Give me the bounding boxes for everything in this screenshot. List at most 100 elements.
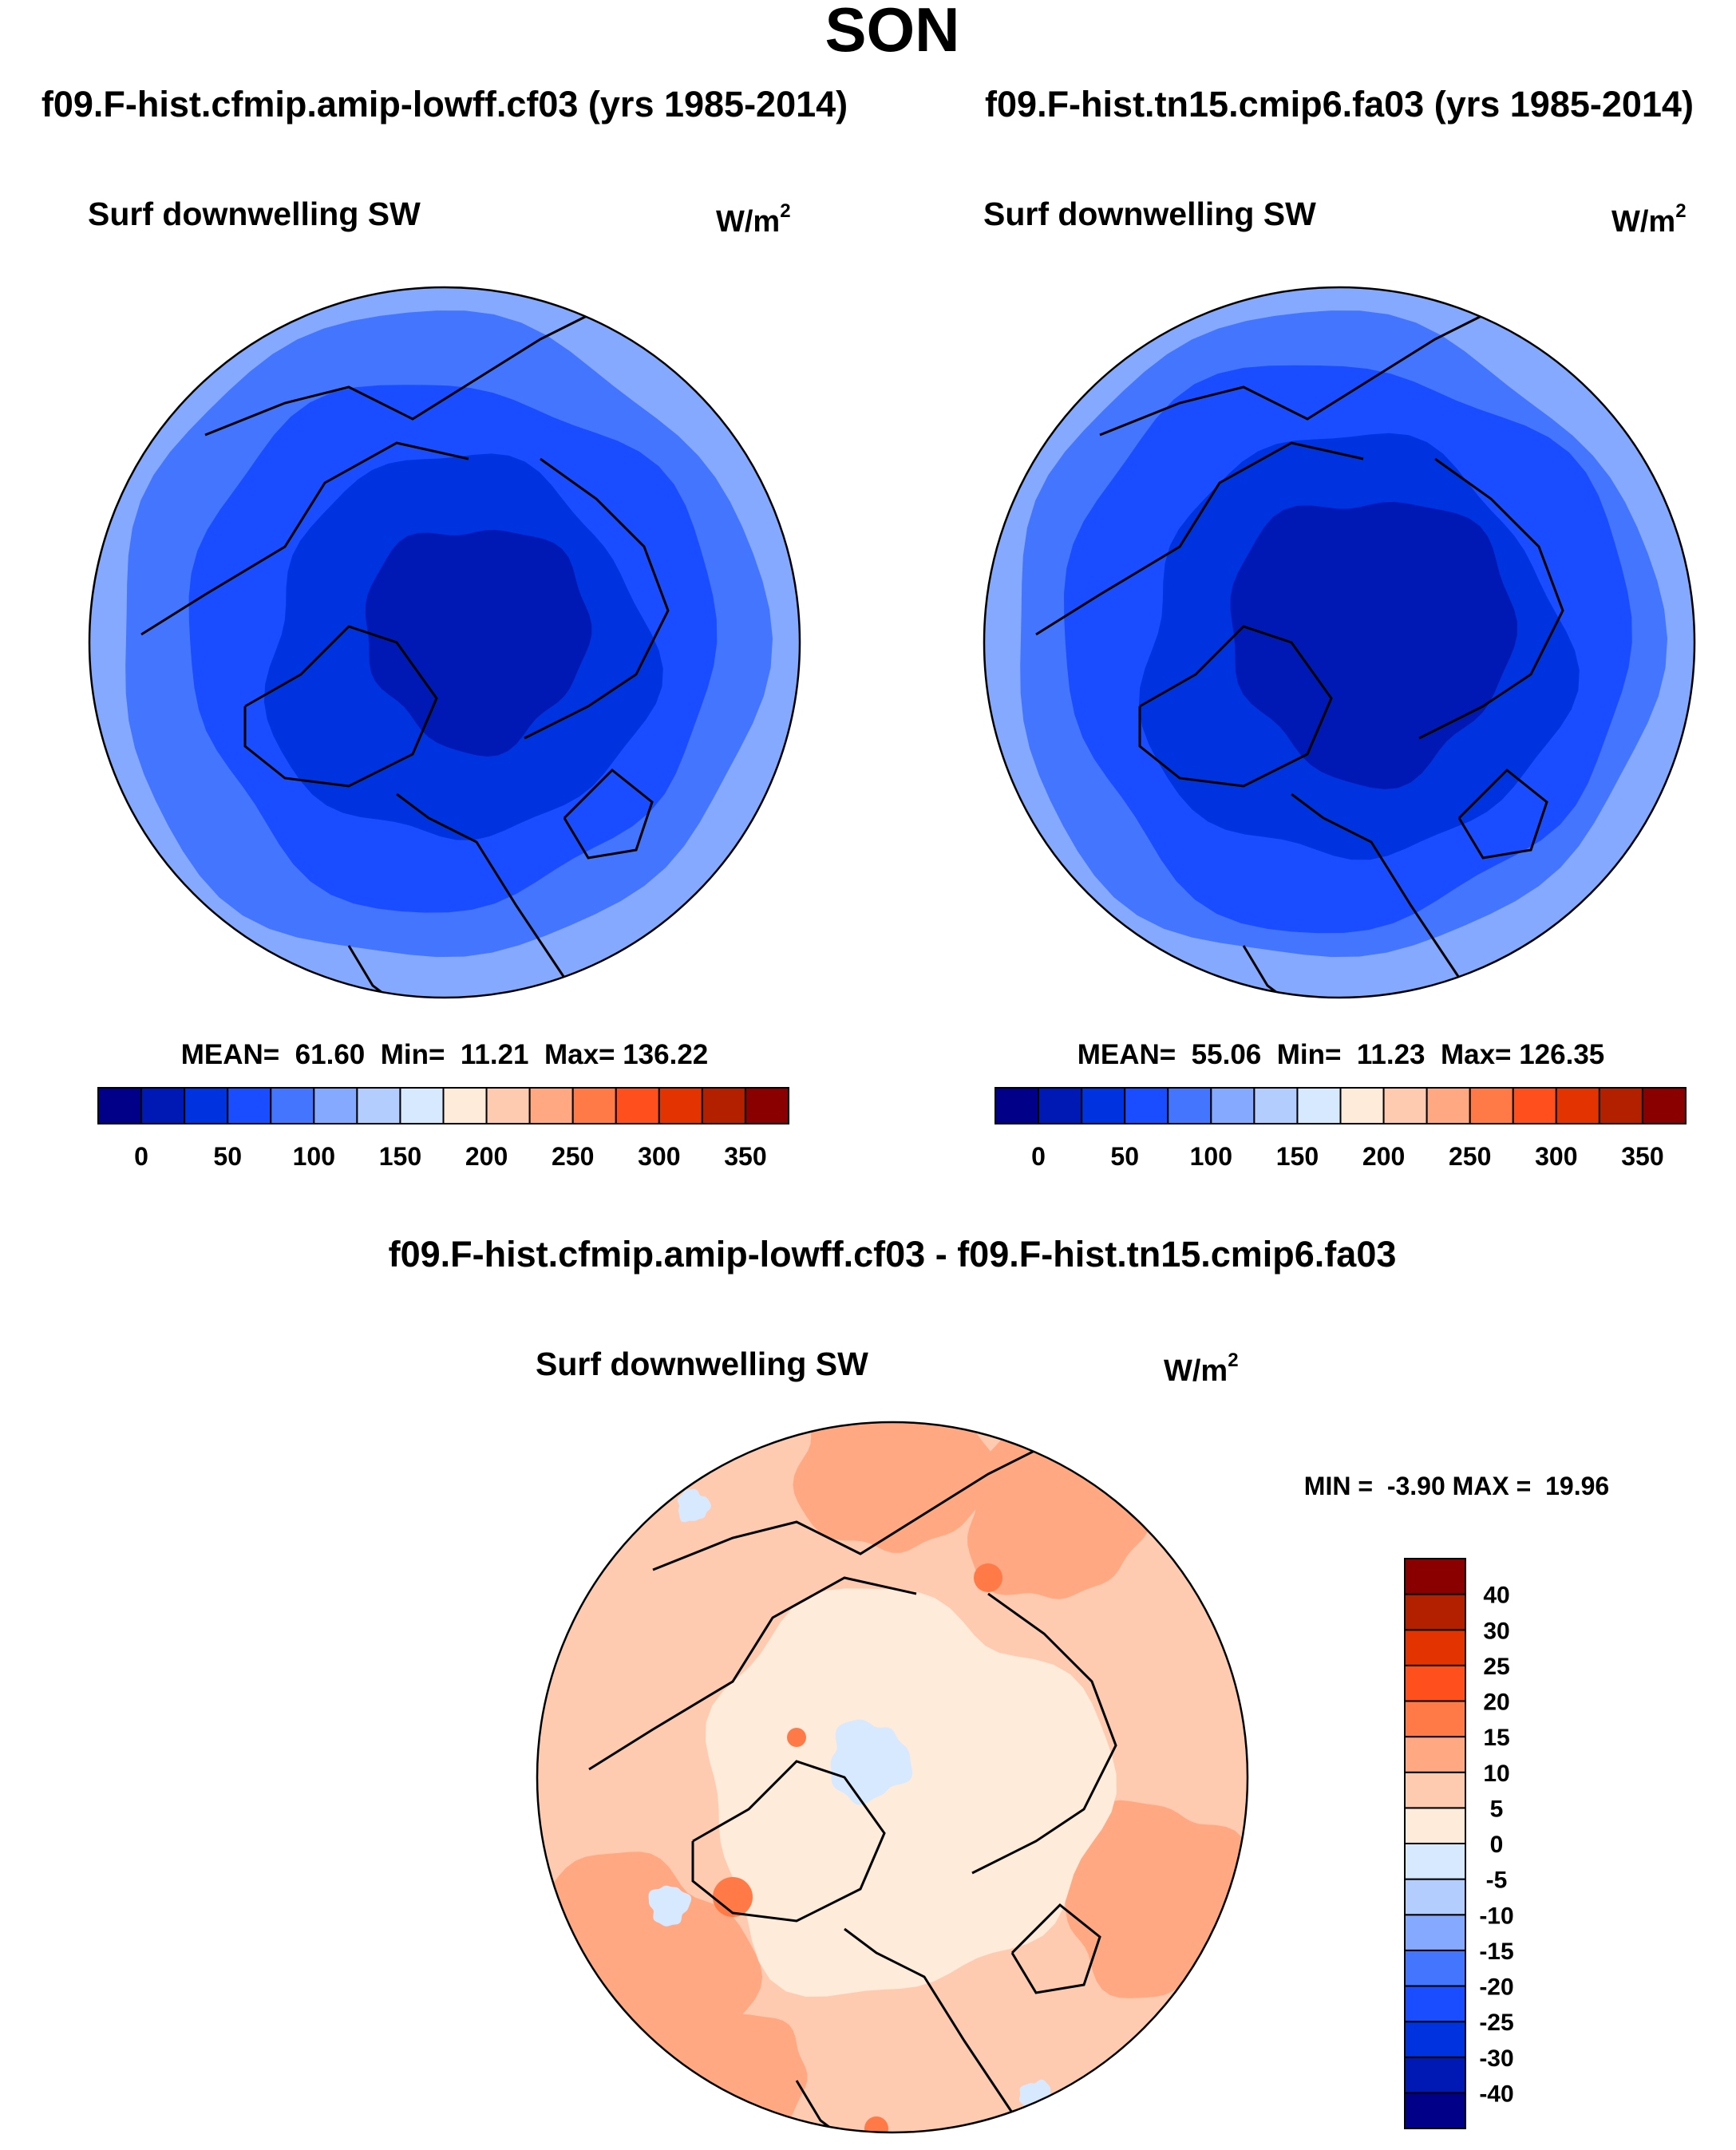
coastline-4 [524,457,670,740]
contour-fill [661,2014,808,2132]
colorbar-box [1404,1878,1466,1916]
colorbar-tick-label: 200 [1362,1142,1405,1171]
coastline-3 [844,1927,1014,2113]
colorbar-box [701,1087,746,1124]
colorbar-tick-label: 200 [465,1142,508,1171]
right-map-border [983,286,1696,999]
right-colorbar: 0 50 100 150 200 250 300 350 [995,1087,1687,1171]
colorbar-box [1253,1087,1299,1124]
contour-fill [793,1422,999,1553]
colorbar-tick-label: 100 [1190,1142,1232,1171]
coastline-2 [243,625,438,788]
colorbar-box [227,1087,272,1124]
colorbar-tick-label: 10 [1483,1761,1509,1787]
coastline-2 [1138,625,1333,788]
contour-fill [648,1885,692,1927]
colorbar-box [1469,1087,1514,1124]
contour-fill [830,1719,913,1805]
colorbar-box [1404,1807,1466,1844]
colorbar-box [1426,1087,1471,1124]
colorbar-box [1404,1949,1466,1987]
coastline-6 [347,945,405,998]
coastline-3 [1291,792,1461,978]
figure-title: SON [825,0,959,65]
left-variable-label: Surf downwelling SW [88,196,421,232]
coastline-0 [204,306,605,437]
colorbar-box [140,1087,186,1124]
diff-units-label: W/m2 [1164,1350,1239,1388]
colorbar-tick-label: 5 [1490,1796,1504,1822]
colorbar-tick-label: 100 [293,1142,335,1171]
colorbar-tick-label: -20 [1479,1974,1513,2001]
colorbar-tick-label: -10 [1479,1903,1513,1929]
colorbar-tick-label: 150 [1276,1142,1319,1171]
coastline-6 [1242,945,1300,998]
contour-fill [974,1563,1002,1592]
right-units-label: W/m2 [1611,200,1687,239]
coastline-4 [1418,457,1564,740]
colorbar-box [1598,1087,1643,1124]
colorbar-box [1404,1985,1466,2023]
diff-variable-label: Surf downwelling SW [536,1346,868,1382]
right-variable-label: Surf downwelling SW [983,196,1316,232]
colorbar-box [184,1087,229,1124]
colorbar-tick-label: -40 [1479,2081,1513,2107]
colorbar-tick-label: -25 [1479,2010,1513,2036]
coastline-1 [588,1576,917,1771]
diff-stats: MIN = -3.90 MAX = 19.96 [1304,1472,1609,1500]
colorbar-box [1296,1087,1342,1124]
colorbar-box [1081,1087,1126,1124]
colorbar-tick-label: 0 [1031,1142,1046,1171]
colorbar-box [1555,1087,1600,1124]
colorbar-box [1404,1700,1466,1738]
coastline-0 [652,1441,1053,1571]
contour-fill [787,1728,806,1747]
colorbar-tick-label: 15 [1483,1725,1509,1751]
colorbar-tick-label: 40 [1483,1583,1509,1609]
colorbar-box [528,1087,574,1124]
contour-fill [1230,501,1517,789]
colorbar-tick-label: 150 [379,1142,421,1171]
colorbar-box [1404,1558,1466,1595]
colorbar-box [399,1087,445,1124]
colorbar-box [356,1087,401,1124]
colorbar-box [1404,2092,1466,2129]
colorbar-box [1404,2056,1466,2094]
colorbar-box [1124,1087,1169,1124]
colorbar-box [1404,1593,1466,1631]
contour-fill [677,1488,711,1523]
colorbar-box [1404,1914,1466,1951]
colorbar-box [1404,1843,1466,1880]
coastline-5 [563,768,654,860]
colorbar-tick-label: 350 [724,1142,766,1171]
coastline-5 [1457,768,1548,860]
left-map-border [88,286,801,999]
left-polar-map [89,287,800,998]
contour-fill [713,1877,753,1917]
diff-case-title: f09.F-hist.cfmip.amip-lowff.cf03 - f09.F… [389,1234,1397,1275]
left-colorbar: 0 50 100 150 200 250 300 350 [97,1087,789,1171]
coastline-5 [1010,1903,1101,1994]
coastline-4 [971,1592,1117,1875]
colorbar-tick-label: 0 [134,1142,148,1171]
colorbar-tick-label: 50 [1110,1142,1139,1171]
colorbar-box [1404,1736,1466,1773]
coastline-0 [1099,306,1500,437]
colorbar-box [571,1087,617,1124]
diff-map-border [536,1421,1249,2134]
colorbar-box [313,1087,358,1124]
colorbar-box [1339,1087,1385,1124]
colorbar-box [995,1087,1040,1124]
diff-colorbar: -40 -30 -25 -20 -15 -10 -5 0 5 10 15 20 25 30 40 [1404,1558,1514,2129]
left-case-title: f09.F-hist.cfmip.amip-lowff.cf03 (yrs 19… [42,84,848,124]
colorbar-tick-label: 350 [1621,1142,1663,1171]
right-stats: MEAN= 55.06 Min= 11.23 Max= 126.35 [1078,1039,1605,1070]
colorbar-tick-label: 20 [1483,1690,1509,1716]
colorbar-tick-label: 25 [1483,1654,1509,1680]
contour-fill [365,530,592,757]
colorbar-tick-label: 0 [1490,1832,1504,1858]
colorbar-tick-label: 50 [213,1142,242,1171]
right-polar-map [984,287,1694,998]
left-units-label: W/m2 [716,200,791,239]
